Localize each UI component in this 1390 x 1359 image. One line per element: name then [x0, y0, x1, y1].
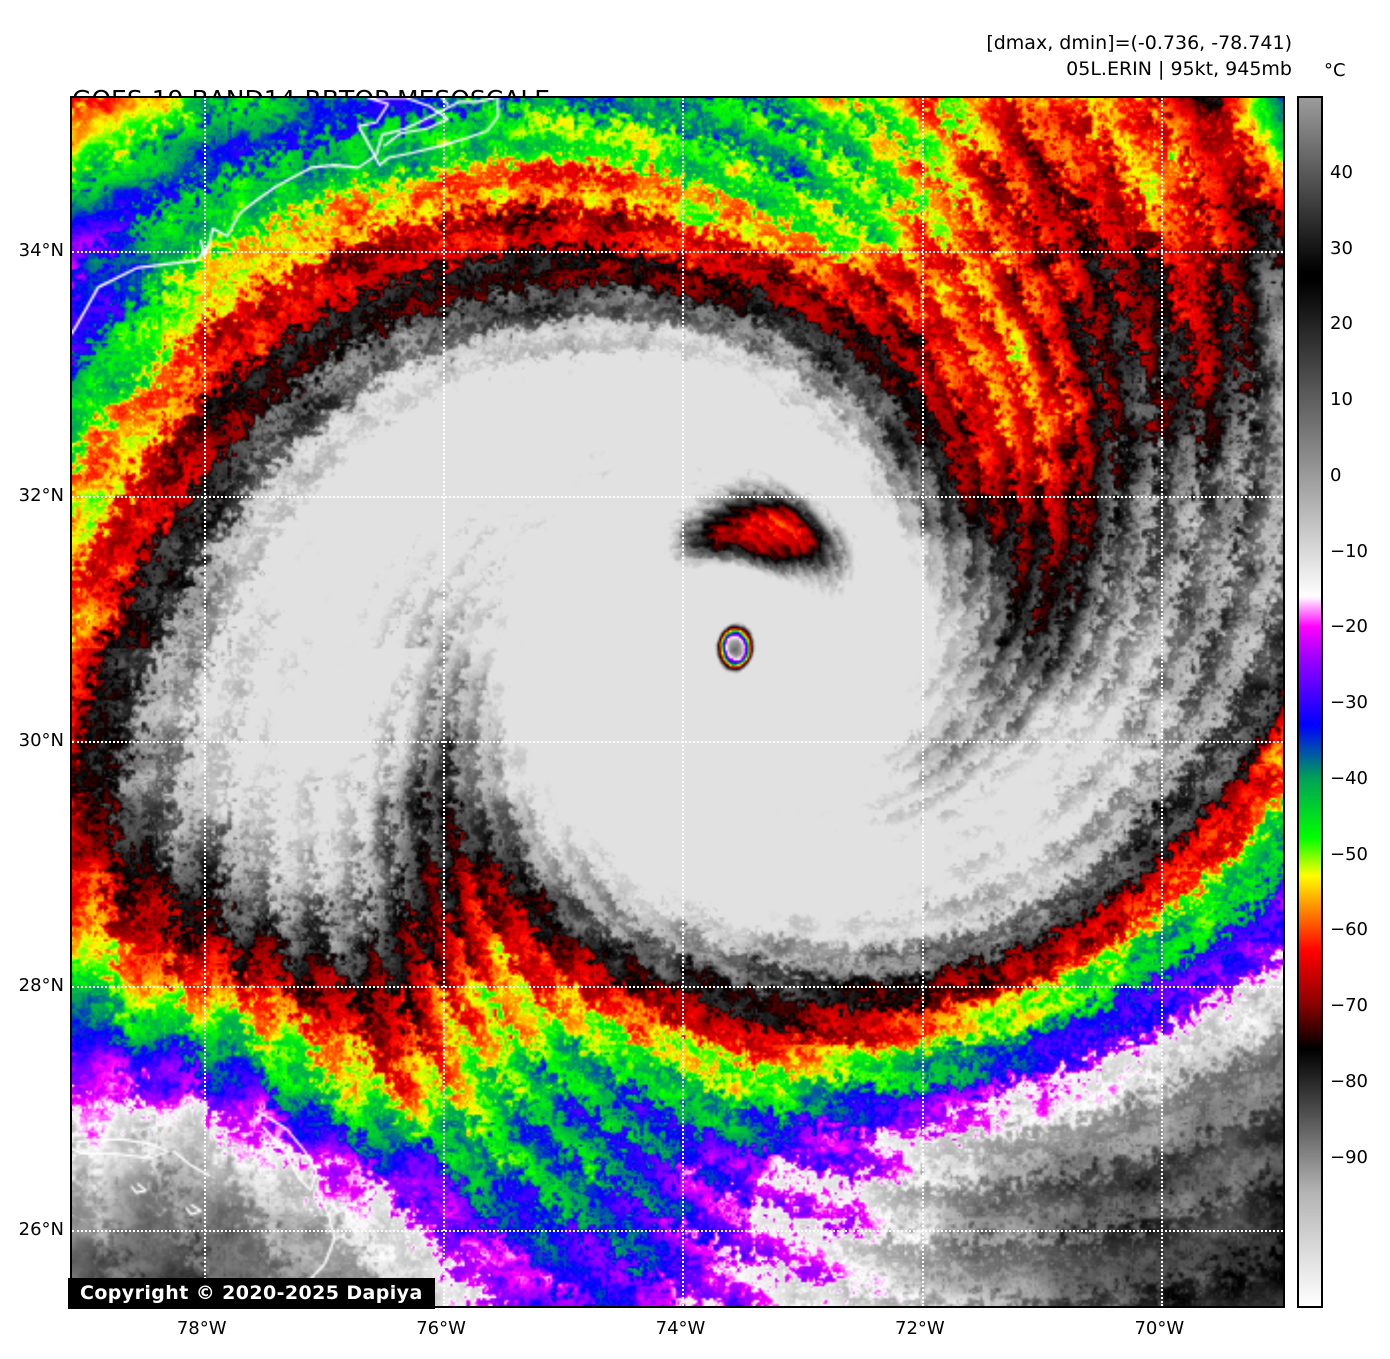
colorbar-tick-label: 20	[1330, 313, 1353, 335]
y-tick-label: 28°N	[18, 974, 64, 996]
colorbar-tick-label: 0	[1330, 464, 1342, 486]
colorbar	[1297, 96, 1323, 1308]
y-tick-label: 26°N	[18, 1219, 64, 1241]
colorbar-tick-label: −10	[1330, 540, 1368, 562]
x-tick-label: 76°W	[416, 1318, 466, 1339]
colorbar-tick-label: −20	[1330, 616, 1368, 638]
x-tick-label: 70°W	[1134, 1318, 1185, 1339]
colorbar-tick-label: −80	[1330, 1070, 1368, 1092]
storm-info-label: 05L.ERIN | 95kt, 945mb	[1066, 58, 1292, 80]
satellite-imagery-canvas	[72, 98, 1283, 1306]
colorbar-tick-label: −40	[1330, 767, 1368, 789]
colorbar-tick-label: −30	[1330, 692, 1368, 713]
colorbar-tick-label: 30	[1330, 237, 1353, 259]
x-tick-label: 78°W	[176, 1318, 227, 1339]
x-tick-label: 74°W	[655, 1318, 706, 1339]
x-tick-label: 72°W	[895, 1318, 945, 1339]
dmax-dmin-label: [dmax, dmin]=(-0.736, -78.741)	[986, 32, 1292, 54]
colorbar-tick-label: −70	[1330, 995, 1368, 1016]
y-tick-label: 32°N	[18, 484, 64, 506]
metadata-block: [dmax, dmin]=(-0.736, -78.741) 05L.ERIN …	[986, 30, 1292, 82]
colorbar-tick-label: −90	[1330, 1146, 1368, 1168]
colorbar-tick-label: −60	[1330, 919, 1368, 941]
colorbar-tick-label: 10	[1330, 389, 1353, 410]
y-tick-label: 30°N	[18, 729, 64, 751]
y-tick-label: 34°N	[18, 240, 64, 262]
satellite-image-plot	[70, 96, 1285, 1308]
copyright-watermark: Copyright © 2020-2025 Dapiya	[68, 1278, 435, 1309]
colorbar-gradient	[1299, 98, 1321, 1306]
colorbar-tick-label: −50	[1330, 843, 1368, 865]
colorbar-tick-label: 40	[1330, 161, 1353, 183]
colorbar-unit-label: °C	[1324, 60, 1346, 81]
